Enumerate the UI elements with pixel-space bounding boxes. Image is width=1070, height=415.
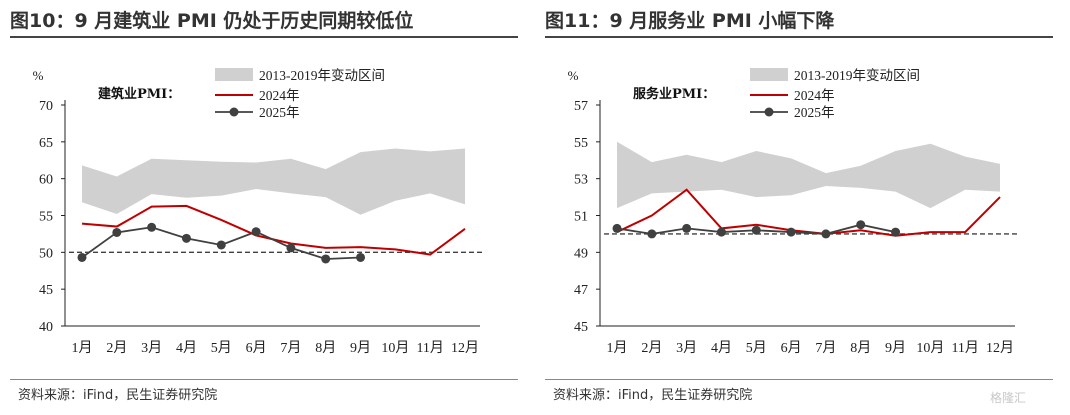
y-tick-label: 57: [574, 99, 588, 114]
y-tick-label: 60: [39, 173, 53, 188]
y-tick-label: 70: [39, 99, 53, 114]
construction-pmi-chart: 40 45 50 55 60 65 70% 1月 2月 3月 4月 5月 6月 7月 8月 9月 10月 11月 1…: [33, 68, 485, 356]
x-tick-label: 8月: [315, 340, 336, 356]
x-tick-label: 6月: [781, 340, 802, 356]
series-2025-point: [251, 227, 261, 237]
x-tick-label: 1月: [72, 340, 93, 356]
services-pmi-chart: 45 47 49 51 53 55 57% 1月 2月 3月 4月 5月 6月 7月 8月 9月 10月 11月 1…: [568, 68, 1020, 356]
title-divider: [10, 36, 518, 38]
series-label: 建筑业PMI：: [98, 86, 180, 102]
x-tick-label: 8月: [850, 340, 871, 356]
x-tick-label: 1月: [607, 340, 628, 356]
x-tick-label: 9月: [350, 340, 371, 356]
legend-2025-marker: [229, 107, 239, 117]
series-2025-point: [786, 227, 796, 237]
series-2025-point: [321, 254, 331, 264]
watermark-logo: 格隆汇: [990, 391, 1027, 405]
legend-2025-label: 2025年: [794, 105, 835, 120]
y-tick-label: 53: [574, 173, 588, 188]
source-note: 资料来源：iFind，民生证券研究院: [18, 388, 218, 403]
series-2024-line: [616, 188, 1001, 237]
legend-band-swatch: [750, 68, 788, 81]
x-tick-label: 6月: [246, 340, 267, 356]
x-tick-label: 5月: [211, 340, 232, 356]
x-tick-label: 7月: [280, 340, 301, 356]
chart-panel-services: 图11：9 月服务业 PMI 小幅下降 45 47 49 51 53 55 57% 1月 2月 3…: [545, 0, 1060, 415]
source-note: 资料来源：iFind，民生证券研究院: [553, 388, 753, 403]
y-tick-label: 50: [39, 246, 53, 261]
x-tick-label: 10月: [916, 340, 944, 356]
legend-2024-label: 2024年: [259, 88, 300, 103]
series-2025-point: [356, 252, 366, 262]
figure-title: 图11：9 月服务业 PMI 小幅下降: [545, 10, 835, 32]
x-tick-label: 3月: [676, 340, 697, 356]
series-2025-point: [77, 252, 87, 262]
range-band: [82, 148, 465, 215]
series-2025-point: [716, 227, 726, 237]
series-2025-point: [891, 227, 901, 237]
figure-title: 图10：9 月建筑业 PMI 仍处于历史同期较低位: [10, 10, 414, 32]
legend-2024-label: 2024年: [794, 88, 835, 103]
legend-2025-label: 2025年: [259, 105, 300, 120]
y-tick-label: 45: [574, 320, 588, 335]
x-tick-label: 12月: [986, 340, 1014, 356]
x-tick-label: 5月: [746, 340, 767, 356]
x-tick-label: 11月: [951, 340, 978, 356]
legend-band-label: 2013-2019年变动区间: [259, 68, 385, 83]
y-tick-label: 55: [574, 136, 588, 151]
series-2025-point: [856, 220, 866, 230]
y-tick-label: 49: [574, 246, 588, 261]
series-2025-point: [112, 227, 122, 237]
y-unit-label: %: [33, 68, 44, 83]
range-band: [617, 141, 1000, 209]
series-2025-point: [147, 222, 157, 232]
series-2025-point: [216, 240, 226, 250]
series-2025-point: [821, 229, 831, 239]
legend-2025-marker: [764, 107, 774, 117]
x-tick-label: 4月: [711, 340, 732, 356]
y-tick-label: 65: [39, 136, 53, 151]
legend-band-label: 2013-2019年变动区间: [794, 68, 920, 83]
x-tick-label: 7月: [815, 340, 836, 356]
x-tick-label: 10月: [381, 340, 409, 356]
series-label: 服务业PMI：: [633, 86, 715, 102]
y-unit-label: %: [568, 68, 579, 83]
x-tick-label: 12月: [451, 340, 479, 356]
x-tick-label: 3月: [141, 340, 162, 356]
series-2025-point: [181, 233, 191, 243]
series-2024-line: [81, 204, 466, 256]
series-2025-point: [612, 223, 622, 233]
x-tick-label: 2月: [106, 340, 127, 356]
series-2025-point: [682, 223, 692, 233]
y-tick-label: 47: [574, 283, 588, 298]
legend-band-swatch: [215, 68, 253, 81]
x-tick-label: 4月: [176, 340, 197, 356]
series-2025-point: [751, 225, 761, 235]
title-divider: [545, 36, 1053, 38]
x-tick-label: 11月: [416, 340, 443, 356]
series-2025-point: [647, 229, 657, 239]
footer-divider: [545, 379, 1053, 380]
series-2025-point: [286, 243, 296, 253]
chart-panel-construction: 图10：9 月建筑业 PMI 仍处于历史同期较低位 40 45 50 55 60 65 70…: [10, 0, 525, 415]
x-tick-label: 2月: [641, 340, 662, 356]
footer-divider: [10, 379, 518, 380]
x-tick-label: 9月: [885, 340, 906, 356]
y-tick-label: 40: [39, 320, 53, 335]
y-tick-label: 51: [574, 210, 588, 225]
y-tick-label: 45: [39, 283, 53, 298]
y-tick-label: 55: [39, 210, 53, 225]
